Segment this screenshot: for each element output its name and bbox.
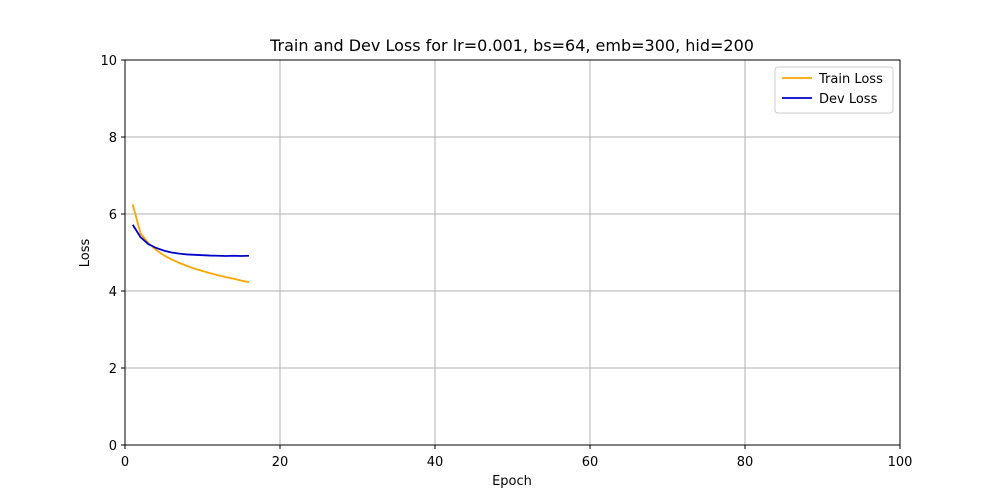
x-tick-label: 20 (272, 455, 289, 470)
y-axis: 0 2 4 6 8 10 (100, 54, 125, 454)
x-tick-label: 40 (427, 455, 444, 470)
y-axis-label: Loss (78, 239, 93, 268)
y-tick-label: 4 (109, 285, 117, 300)
y-tick-label: 6 (109, 208, 117, 223)
y-tick-label: 8 (109, 131, 117, 146)
series-lines (131, 204, 250, 284)
series-line-dev-loss (131, 224, 250, 257)
x-axis-label: Epoch (492, 474, 532, 489)
y-tick-label: 0 (109, 439, 117, 454)
legend-label-train-loss: Train Loss (818, 72, 883, 87)
legend-label-dev-loss: Dev Loss (819, 92, 878, 107)
x-tick-label: 100 (888, 455, 913, 470)
series-line-train-loss (131, 204, 250, 284)
plot-frame (124, 59, 901, 446)
x-tick-label: 0 (121, 455, 129, 470)
grid (124, 59, 901, 446)
y-tick-label: 2 (109, 362, 117, 377)
legend: Train Loss Dev Loss (774, 66, 894, 114)
x-axis: 0 20 40 60 80 100 (121, 445, 913, 470)
y-tick-label: 10 (100, 54, 117, 69)
x-tick-label: 60 (582, 455, 599, 470)
x-tick-label: 80 (737, 455, 754, 470)
chart-title: Train and Dev Loss for lr=0.001, bs=64, … (269, 36, 754, 55)
